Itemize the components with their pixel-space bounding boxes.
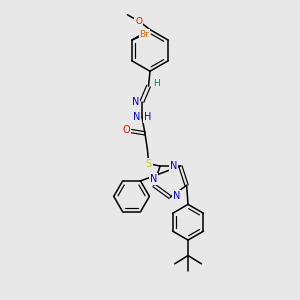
Text: N: N [133,112,140,122]
Text: N: N [150,174,158,184]
Text: N: N [132,97,140,107]
Text: O: O [122,125,130,135]
Text: S: S [146,159,152,169]
Text: Br: Br [140,30,149,39]
Text: N: N [170,161,178,171]
Text: H: H [154,79,160,88]
Text: H: H [144,112,151,122]
Text: O: O [135,17,142,26]
Text: N: N [173,191,180,201]
